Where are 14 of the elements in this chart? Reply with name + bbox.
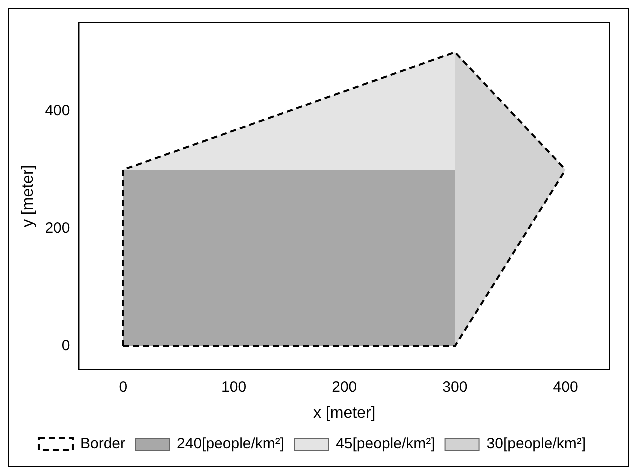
y-tick-label: 0 xyxy=(62,337,70,354)
x-axis-title: x [meter] xyxy=(313,404,376,422)
x-tick-label: 400 xyxy=(553,378,578,396)
legend-label: 240[people/km²] xyxy=(177,436,285,453)
y-axis-title: y [meter] xyxy=(20,165,38,228)
x-tick-label: 100 xyxy=(222,378,247,396)
legend-label: 30[people/km²] xyxy=(486,436,586,453)
x-tick-label: 0 xyxy=(119,378,128,396)
legend-label: 45[people/km²] xyxy=(336,436,436,453)
legend-label: Border xyxy=(80,436,126,453)
y-tick-label: 400 xyxy=(45,102,70,120)
y-tick-label: 200 xyxy=(45,220,70,237)
x-tick-label: 200 xyxy=(332,378,358,396)
x-tick-label: 300 xyxy=(442,378,468,396)
